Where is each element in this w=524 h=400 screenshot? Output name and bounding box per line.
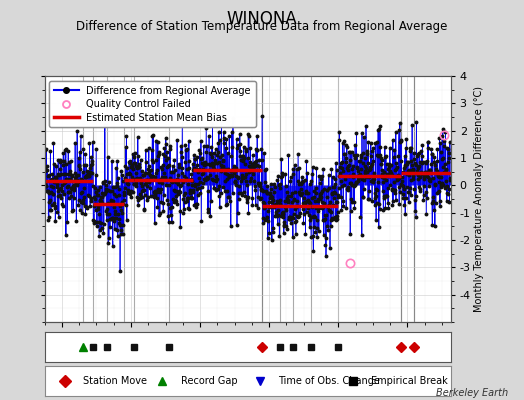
Text: Time of Obs. Change: Time of Obs. Change (278, 376, 380, 386)
Text: Record Gap: Record Gap (181, 376, 237, 386)
Text: Station Move: Station Move (83, 376, 147, 386)
Text: Berkeley Earth: Berkeley Earth (436, 388, 508, 398)
Text: WINONA: WINONA (226, 10, 298, 28)
Y-axis label: Monthly Temperature Anomaly Difference (°C): Monthly Temperature Anomaly Difference (… (474, 86, 484, 312)
Text: Empirical Break: Empirical Break (372, 376, 448, 386)
Legend: Difference from Regional Average, Quality Control Failed, Estimated Station Mean: Difference from Regional Average, Qualit… (49, 81, 256, 127)
Text: Difference of Station Temperature Data from Regional Average: Difference of Station Temperature Data f… (77, 20, 447, 33)
